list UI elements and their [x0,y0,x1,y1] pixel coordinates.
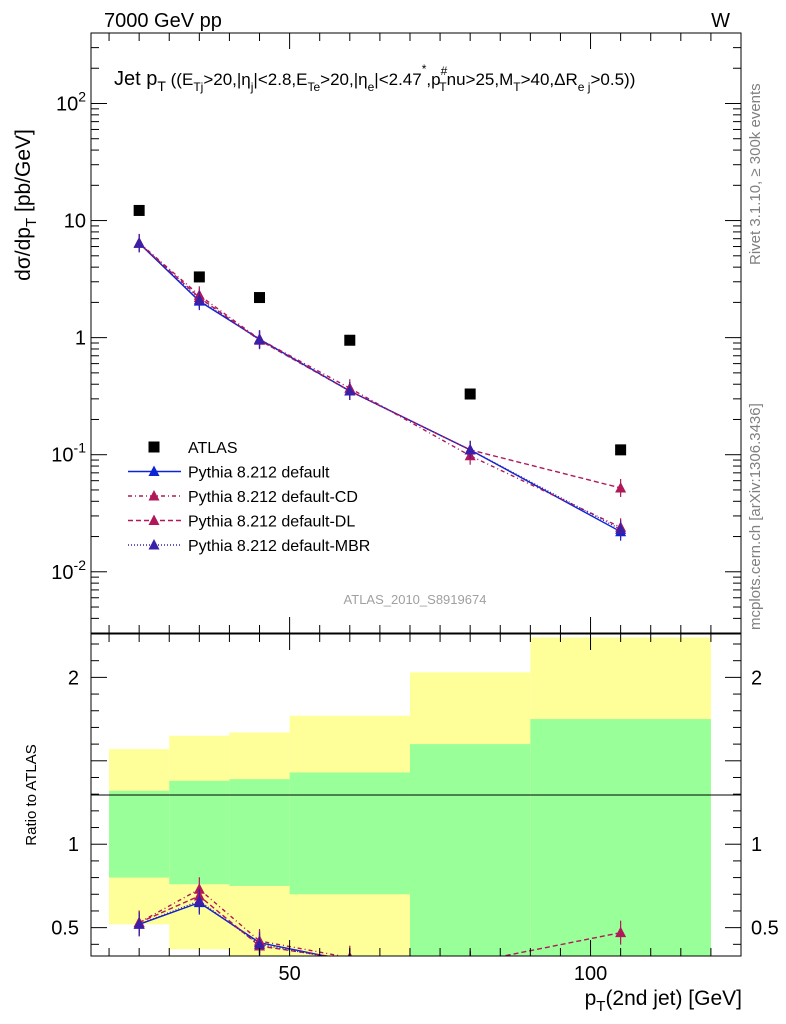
series-point-3-5 [615,523,627,534]
ratio-y-tick-label-2: 2 [68,667,79,689]
ratio-x-tick-label-1: 100 [574,963,607,985]
series-line-0 [138,242,621,533]
ratio-point-2-5 [615,926,627,938]
ratio-y-tick-label-right-0: 0.5 [751,918,779,940]
ratio-y-axis-label: Ratio to ATLAS [23,744,40,845]
series-point-3-3 [344,385,356,396]
ratio-x-axis-label: pT(2nd jet) [GeV] [585,987,742,1015]
ratio-line-1 [138,888,345,956]
legend-label-2: Pythia 8.212 default-DL [188,514,355,531]
header-left: 7000 GeV pp [104,10,222,32]
atlas-point-5 [615,444,627,456]
frames [90,32,742,957]
main-y-tick-label-2: 1 [75,328,86,350]
ratio-point-3-4 [465,958,476,969]
legend-marker-0 [148,465,160,476]
ratio-y-tick-label-right-1: 1 [751,834,762,856]
ratio-bands [109,637,711,956]
svg-text:dσ/dpT [pb/GeV]: dσ/dpT [pb/GeV] [12,129,40,281]
main-y-tick-label-3: 10 [64,211,86,233]
main-series [133,233,627,541]
atlas-point-2 [254,292,266,304]
legend-label-0: Pythia 8.212 default [188,465,330,482]
ratio-point-3-2 [254,938,266,949]
atlas-point-4 [464,388,476,400]
ratio-point-1-5 [615,970,626,981]
svg-text:Jet pT ((ETj>20,|ηj|<2.8,ETe>2: Jet pT ((ETj>20,|ηj|<2.8,ETe>20,|ηe|<2.4… [114,62,635,94]
legend-label-3: Pythia 8.212 default-MBR [188,538,370,555]
series-point-3-1 [193,293,205,305]
ratio-point-3-1 [193,894,205,906]
ratio-point-3-0 [133,918,145,929]
main-y-tick-label-1: 10-1 [51,440,86,467]
ratio-y-tick-label-right-2: 2 [751,667,762,689]
main-y-ticks: 10-2 10-1 1 10 102 [51,32,741,634]
watermark: ATLAS_2010_S8919674 [344,592,487,607]
band-green-0 [109,790,170,878]
ratio-x-tick-label-0: 50 [278,963,300,985]
ratio-line-0 [138,901,329,956]
series-line-3 [138,242,621,531]
mcplots-label: mcplots.cern.ch [arXiv:1306.3436] [747,403,764,630]
atlas-point-3 [344,334,356,346]
ratio-point-3-5 [615,972,626,983]
ratio-y-tick-label-0: 0.5 [51,918,79,940]
ratio-y-tick-label-1: 1 [68,834,79,856]
ratio-ticks: 0.5 0.5 1 1 2 2 50 100 [51,33,779,985]
main-y-tick-label-0: 10-2 [51,557,86,584]
ratio-point-0-5 [615,972,626,983]
legend-marker-2 [148,514,160,525]
series-point-3-4 [464,443,476,455]
rivet-label: Rivet 3.1.10, ≥ 300k events [747,83,764,265]
legend-marker-data [148,441,160,453]
ratio-point-2-4 [465,957,476,968]
band-green-4 [409,744,531,956]
ratio-point-0-4 [465,958,476,969]
ratio-point-1-4 [465,957,476,968]
main-title: Jet pT ((ETj>20,|ηj|<2.8,ETe>20,|ηe|<2.4… [114,62,635,94]
legend-marker-3 [148,539,160,550]
series-line-1 [138,242,621,528]
legend-marker-1 [148,490,160,501]
band-green-2 [229,779,290,886]
series-line-2 [138,242,621,489]
series-point-2-5 [615,481,627,493]
band-green-5 [530,719,711,956]
main-y-axis-label: dσ/dpT [pb/GeV] [12,129,40,281]
svg-text:pT(2nd jet) [GeV]: pT(2nd jet) [GeV] [585,987,742,1015]
legend-label-1: Pythia 8.212 default-CD [188,489,358,506]
header-right: W [711,10,730,32]
band-green-3 [289,772,410,895]
ratio-point-0-3 [349,955,351,956]
main-y-tick-label-4: 102 [56,88,86,115]
ratio-point-3-3 [349,955,351,956]
band-green-1 [169,780,230,885]
series-point-3-0 [133,237,145,248]
atlas-point-0 [133,204,145,216]
legend-label-data: ATLAS [188,440,238,457]
main-data-points [133,204,627,456]
legend: ATLAS Pythia 8.212 default Pythia 8.212 de… [128,440,370,555]
atlas-point-1 [193,271,205,283]
series-point-3-2 [254,333,266,345]
